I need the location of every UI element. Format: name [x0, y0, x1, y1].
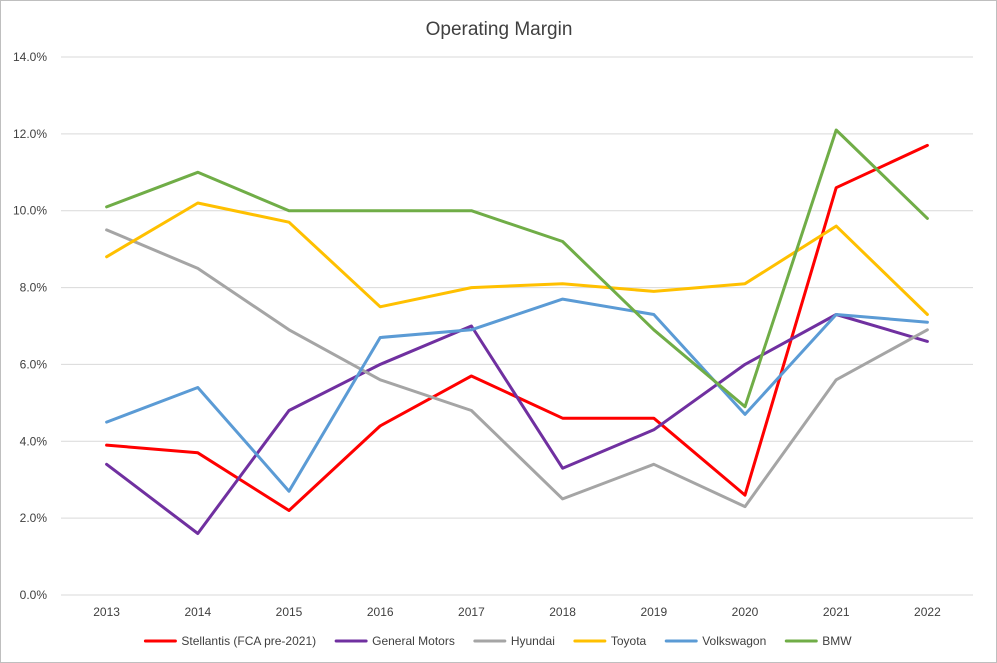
axes: 0.0% 2.0% 4.0% 6.0% 8.0% 10.0% 12.0% 14.0% 2013 2…	[13, 50, 973, 619]
x-tick-label: 2015	[276, 605, 303, 619]
legend-label: Hyundai	[511, 634, 555, 648]
x-tick-label: 2020	[732, 605, 759, 619]
legend-item: Stellantis (FCA pre-2021)	[143, 634, 316, 648]
y-tick-label: 14.0%	[13, 50, 47, 64]
series-lines	[105, 128, 929, 535]
series-line-volkswagon	[105, 297, 929, 493]
x-tick-label: 2019	[640, 605, 667, 619]
legend: Stellantis (FCA pre-2021) General Motors H…	[143, 634, 852, 648]
x-tick-label: 2018	[549, 605, 576, 619]
legend-label: General Motors	[372, 634, 455, 648]
legend-item: BMW	[784, 634, 852, 648]
x-tick-label: 2014	[184, 605, 211, 619]
legend-item: Hyundai	[473, 634, 555, 648]
series-line-general-motors	[105, 313, 929, 535]
x-tick-label: 2017	[458, 605, 485, 619]
series-line-hyundai	[105, 228, 929, 509]
y-tick-label: 0.0%	[20, 588, 48, 602]
series-line-toyota	[105, 201, 929, 316]
legend-label: Volkswagon	[702, 634, 766, 648]
legend-label: Stellantis (FCA pre-2021)	[181, 634, 316, 648]
gridlines	[61, 56, 973, 519]
series-line-bmw	[105, 128, 929, 409]
x-tick-label: 2013	[93, 605, 120, 619]
legend-label: BMW	[822, 634, 852, 648]
x-tick-label: 2016	[367, 605, 394, 619]
legend-item: Volkswagon	[664, 634, 766, 648]
y-tick-label: 10.0%	[13, 204, 47, 218]
y-tick-label: 4.0%	[20, 434, 48, 448]
legend-item: Toyota	[573, 634, 647, 648]
x-tick-label: 2021	[823, 605, 850, 619]
y-tick-label: 12.0%	[13, 127, 47, 141]
y-tick-label: 2.0%	[20, 511, 48, 525]
y-tick-label: 6.0%	[20, 357, 48, 371]
chart-title: Operating Margin	[426, 19, 573, 40]
x-tick-label: 2022	[914, 605, 941, 619]
legend-item: General Motors	[334, 634, 455, 648]
legend-label: Toyota	[611, 634, 647, 648]
y-tick-label: 8.0%	[20, 281, 48, 295]
